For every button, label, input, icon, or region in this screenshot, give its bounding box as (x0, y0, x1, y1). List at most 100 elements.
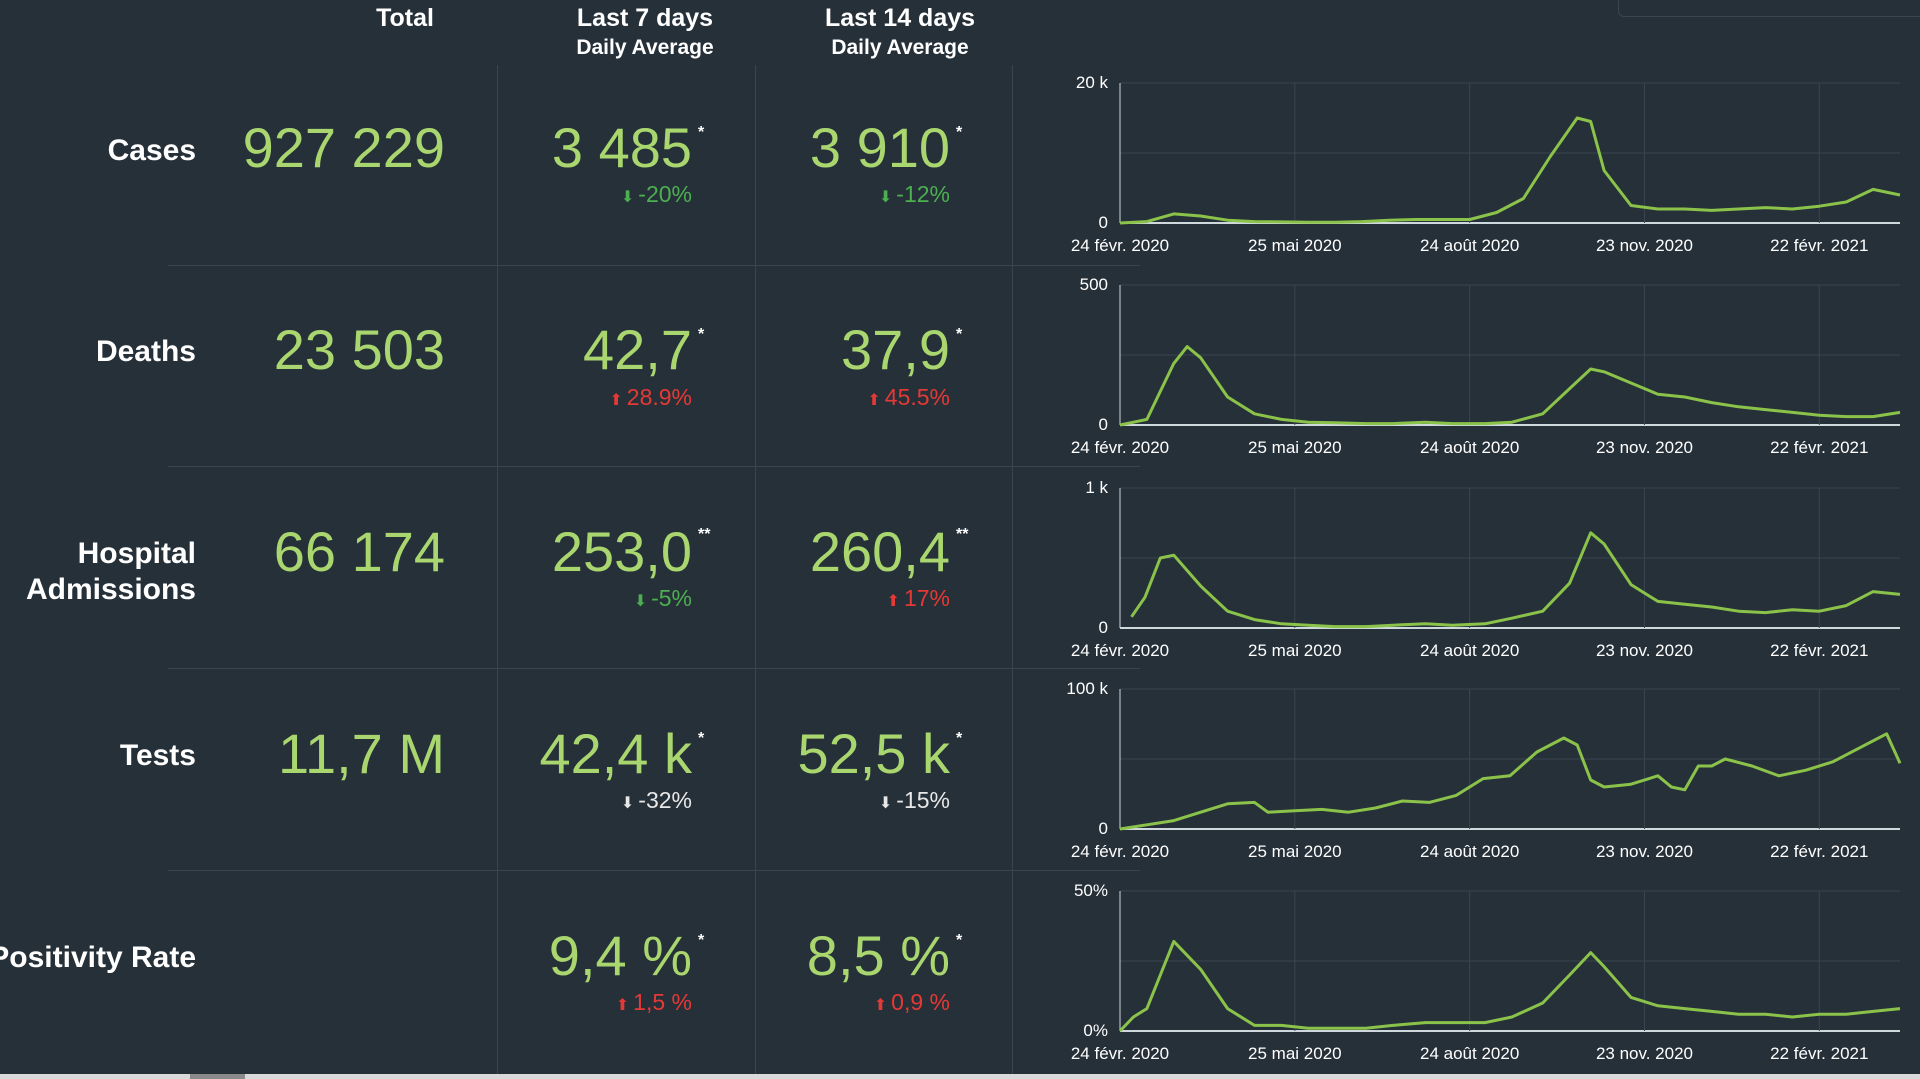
arrow-up-icon: ⬆ (615, 997, 630, 1014)
x-tick-label: 24 août 2020 (1420, 641, 1519, 660)
last14-value: 52,5 k (797, 722, 950, 785)
series-line (1119, 345, 1901, 427)
header-last14-label: Last 14 days (824, 4, 976, 32)
x-tick-label: 23 nov. 2020 (1596, 641, 1693, 660)
last7-value: 253,0 (551, 520, 692, 583)
last7-change: ⬇ -5% (634, 584, 692, 616)
x-tick-label: 24 févr. 2020 (1071, 842, 1169, 861)
x-tick-label: 22 févr. 2021 (1770, 438, 1868, 457)
x-tick-label: 23 nov. 2020 (1596, 1044, 1693, 1063)
last14-value: 37,9 (841, 318, 950, 381)
last14-change: ⬆ 45.5% (867, 383, 950, 415)
x-tick-label: 24 août 2020 (1420, 438, 1519, 457)
footnote-marker: ** (698, 526, 711, 543)
arrow-up-icon: ⬆ (886, 593, 900, 610)
footnote-marker: * (956, 124, 963, 141)
last7-change-value: 1,5 % (633, 989, 692, 1015)
total-value: 927 229 (242, 116, 445, 179)
arrow-down-icon: ⬇ (878, 795, 893, 812)
positivity-rate-chart: 0% 50% 24 févr. 2020 25 mai 2020 24 août 202… (1060, 876, 1920, 1076)
row-label: Hospital Admissions (26, 536, 196, 608)
row-label: Deaths (95, 335, 196, 368)
y-tick-label: 0 (1099, 213, 1108, 232)
last7-change-value: -20% (638, 181, 692, 207)
x-tick-label: 24 août 2020 (1420, 236, 1519, 255)
x-tick-label: 23 nov. 2020 (1596, 438, 1693, 457)
last7-value: 42,4 k (539, 722, 692, 785)
arrow-up-icon: ⬆ (873, 997, 888, 1014)
last14-change: ⬆ 0,9 % (874, 988, 950, 1020)
last7-change: ⬆ 28.9% (609, 383, 692, 415)
series-line (1130, 531, 1901, 629)
last14-value: 260,4 (809, 520, 950, 583)
row-label: Cases (107, 134, 196, 167)
last14-change-value: 0,9 % (891, 989, 950, 1015)
column-divider (1012, 65, 1013, 1074)
header-last14: Last 14 days Daily Average (800, 2, 1000, 62)
y-tick-label: 0 (1099, 618, 1108, 637)
last14-change-value: 45.5% (884, 384, 950, 410)
x-tick-label: 24 févr. 2020 (1071, 438, 1169, 457)
row-divider (168, 265, 1140, 266)
footnote-marker: * (698, 730, 705, 747)
row-divider (168, 870, 1140, 871)
row-label-line1: Hospital (77, 537, 196, 570)
x-tick-label: 22 févr. 2021 (1770, 842, 1868, 861)
horizontal-scrollbar[interactable] (0, 1074, 1920, 1079)
last7-change: ⬇ -32% (621, 786, 692, 818)
last14-value: 3 910 (809, 116, 950, 179)
x-tick-label: 23 nov. 2020 (1596, 236, 1693, 255)
y-tick-label: 50% (1074, 881, 1108, 900)
tests-chart-svg: 0 100 k 24 févr. 2020 25 mai 2020 24 août 20… (1066, 679, 1902, 861)
x-tick-label: 24 août 2020 (1420, 842, 1519, 861)
footnote-marker: * (956, 326, 963, 343)
footnote-marker: * (698, 326, 705, 343)
footnote-marker: * (956, 932, 963, 949)
last14-change: ⬆ 17% (887, 584, 950, 616)
arrow-down-icon: ⬇ (633, 593, 648, 610)
last14-change: ⬇ -12% (879, 180, 950, 212)
hospital-admissions-chart-svg: 0 1 k 24 févr. 2020 25 mai 2020 24 août 2020… (1071, 478, 1901, 660)
y-tick-label: 500 (1080, 275, 1108, 294)
footnote-marker: * (956, 730, 963, 747)
row-label-line2: Admissions (25, 573, 196, 606)
y-tick-label: 20 k (1076, 73, 1109, 92)
x-tick-label: 25 mai 2020 (1248, 438, 1342, 457)
positivity-rate-chart-svg: 0% 50% 24 févr. 2020 25 mai 2020 24 août 202… (1071, 881, 1901, 1063)
arrow-up-icon: ⬆ (867, 392, 881, 409)
last7-change-value: -32% (638, 787, 692, 813)
arrow-down-icon: ⬇ (620, 189, 635, 206)
x-tick-label: 24 févr. 2020 (1071, 641, 1169, 660)
header-last7: Last 7 days Daily Average (545, 2, 745, 62)
scrollbar-thumb[interactable] (190, 1074, 245, 1079)
arrow-up-icon: ⬆ (609, 392, 623, 409)
x-tick-label: 25 mai 2020 (1248, 641, 1342, 660)
x-tick-label: 22 févr. 2021 (1770, 641, 1868, 660)
last7-change: ⬆ 1,5 % (616, 988, 692, 1020)
column-divider (755, 65, 756, 1074)
header-total-label: Total (376, 4, 434, 32)
x-tick-label: 25 mai 2020 (1248, 1044, 1342, 1063)
row-label: Positivity Rate (0, 941, 196, 974)
footnote-marker: ** (956, 526, 969, 543)
arrow-down-icon: ⬇ (878, 189, 893, 206)
cases-chart-svg: 0 20 k 24 févr. 2020 25 mai 2020 24 août 202… (1071, 73, 1901, 255)
y-tick-label: 100 k (1066, 679, 1108, 698)
last14-change-value: -12% (896, 181, 950, 207)
series-line (1119, 732, 1902, 831)
x-tick-label: 24 août 2020 (1420, 1044, 1519, 1063)
footnote-marker: * (698, 124, 705, 141)
last14-change-value: -15% (896, 787, 950, 813)
last14-change: ⬇ -15% (879, 786, 950, 818)
last7-value: 42,7 (583, 318, 692, 381)
row-divider (168, 466, 1140, 467)
series-line (1119, 116, 1901, 225)
row-label: Tests (119, 739, 196, 772)
total-value: 66 174 (273, 520, 445, 583)
deaths-chart: 0 500 24 févr. 2020 25 mai 2020 24 août 2020… (1060, 270, 1920, 470)
series-line (1118, 939, 1901, 1033)
deaths-chart-svg: 0 500 24 févr. 2020 25 mai 2020 24 août 2020… (1071, 275, 1901, 457)
y-tick-label: 0 (1099, 819, 1108, 838)
header-last7-label: Last 7 days (576, 4, 714, 32)
total-value: 11,7 M (277, 722, 445, 785)
